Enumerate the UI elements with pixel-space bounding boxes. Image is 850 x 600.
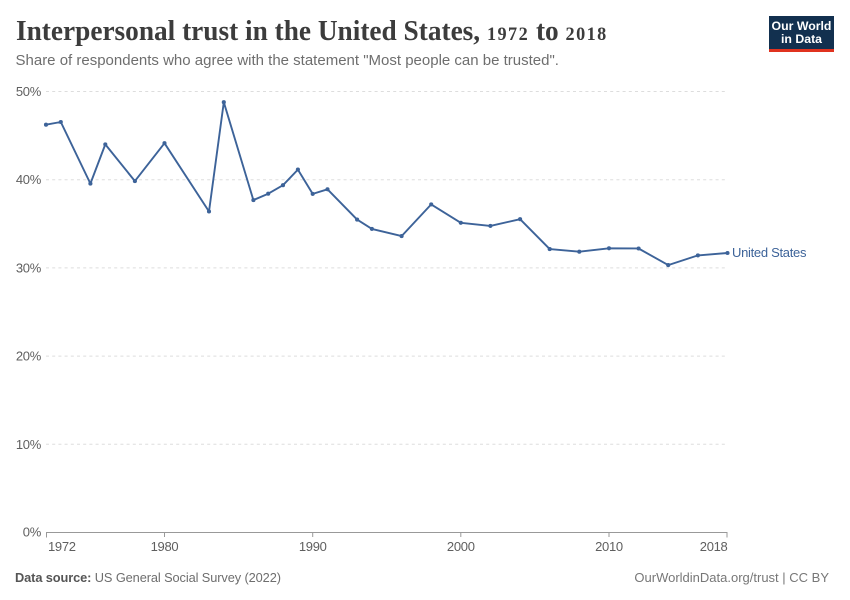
svg-text:1980: 1980 bbox=[151, 539, 179, 554]
svg-text:1972: 1972 bbox=[48, 539, 76, 554]
svg-text:10%: 10% bbox=[16, 437, 42, 452]
svg-text:2018: 2018 bbox=[700, 539, 728, 554]
svg-text:2010: 2010 bbox=[595, 539, 623, 554]
svg-text:United States: United States bbox=[732, 245, 807, 260]
svg-text:2000: 2000 bbox=[447, 539, 475, 554]
svg-text:30%: 30% bbox=[16, 260, 42, 275]
svg-text:0%: 0% bbox=[23, 525, 42, 540]
svg-text:20%: 20% bbox=[16, 349, 42, 364]
svg-text:1990: 1990 bbox=[299, 539, 327, 554]
svg-text:40%: 40% bbox=[16, 172, 42, 187]
svg-text:50%: 50% bbox=[16, 84, 42, 99]
